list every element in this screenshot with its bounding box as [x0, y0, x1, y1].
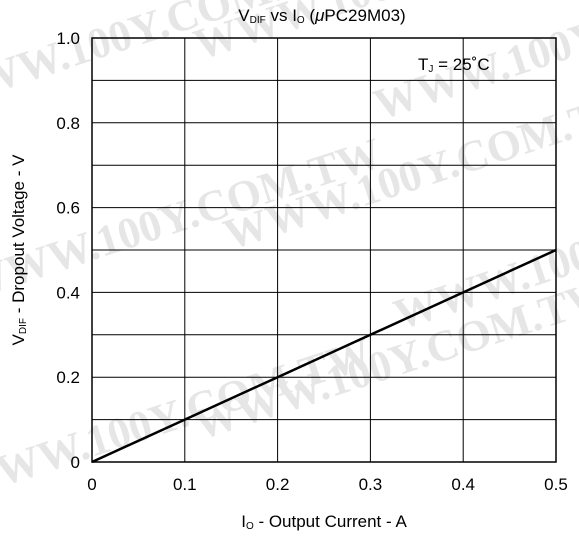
temperature-annotation: TJ = 25˚C	[418, 55, 490, 75]
x-tick-label: 0.4	[451, 475, 475, 494]
x-tick-labels: 0 0.1 0.2 0.3 0.4 0.5	[87, 475, 568, 494]
x-tick-label: 0.2	[266, 475, 290, 494]
y-tick-label: 0.6	[56, 199, 80, 218]
x-tick-label: 0.5	[544, 475, 568, 494]
y-axis-label: VDIF - Dropout Voltage - V	[9, 154, 29, 346]
y-tick-labels: 0 0.2 0.4 0.6 0.8 1.0	[56, 29, 80, 472]
y-tick-label: 0.2	[56, 368, 80, 387]
x-tick-label: 0.3	[359, 475, 383, 494]
x-tick-label: 0.1	[173, 475, 197, 494]
y-tick-label: 1.0	[56, 29, 80, 48]
y-tick-label: 0	[71, 453, 80, 472]
x-axis-label: IO - Output Current - A	[241, 512, 407, 532]
y-tick-label: 0.4	[56, 283, 80, 302]
series-layer	[91, 248, 557, 464]
x-tick-label: 0	[87, 475, 96, 494]
y-tick-label: 0.8	[56, 114, 80, 133]
watermark-layer: WWW.100Y.COM.TWWWW.100Y.COM.TWWWW.100Y.C…	[0, 0, 579, 510]
chart-title: VDIF vs IO (μPC29M03)	[238, 6, 405, 26]
dropout-voltage-line	[91, 248, 557, 464]
grid-lines	[92, 38, 556, 462]
